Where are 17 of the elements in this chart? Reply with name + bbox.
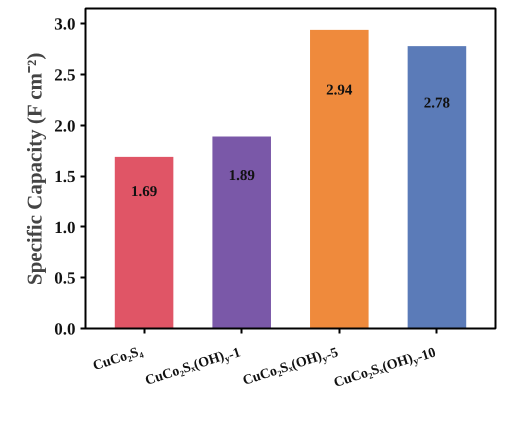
bar xyxy=(408,46,466,328)
bar xyxy=(212,136,271,328)
y-tick-label: 2.5 xyxy=(54,66,76,85)
data-label: 2.78 xyxy=(424,96,450,112)
y-tick-label: 0.0 xyxy=(54,320,76,338)
data-label: 1.89 xyxy=(228,168,255,184)
y-tick-label: 1.5 xyxy=(54,167,76,186)
y-tick-label: 3.0 xyxy=(54,14,76,34)
y-tick-label: 0.5 xyxy=(54,268,76,288)
x-tick-label: CuCo₂S₄ xyxy=(91,344,146,374)
bar xyxy=(114,156,174,328)
bar xyxy=(310,30,369,328)
y-tick-label: 1.0 xyxy=(54,218,76,237)
data-label: 2.94 xyxy=(326,82,353,99)
y-tick-label: 2.0 xyxy=(54,116,76,136)
data-label: 1.69 xyxy=(130,184,158,200)
y-axis-title: Specific Capacity (F cm⁻²) xyxy=(22,52,46,286)
